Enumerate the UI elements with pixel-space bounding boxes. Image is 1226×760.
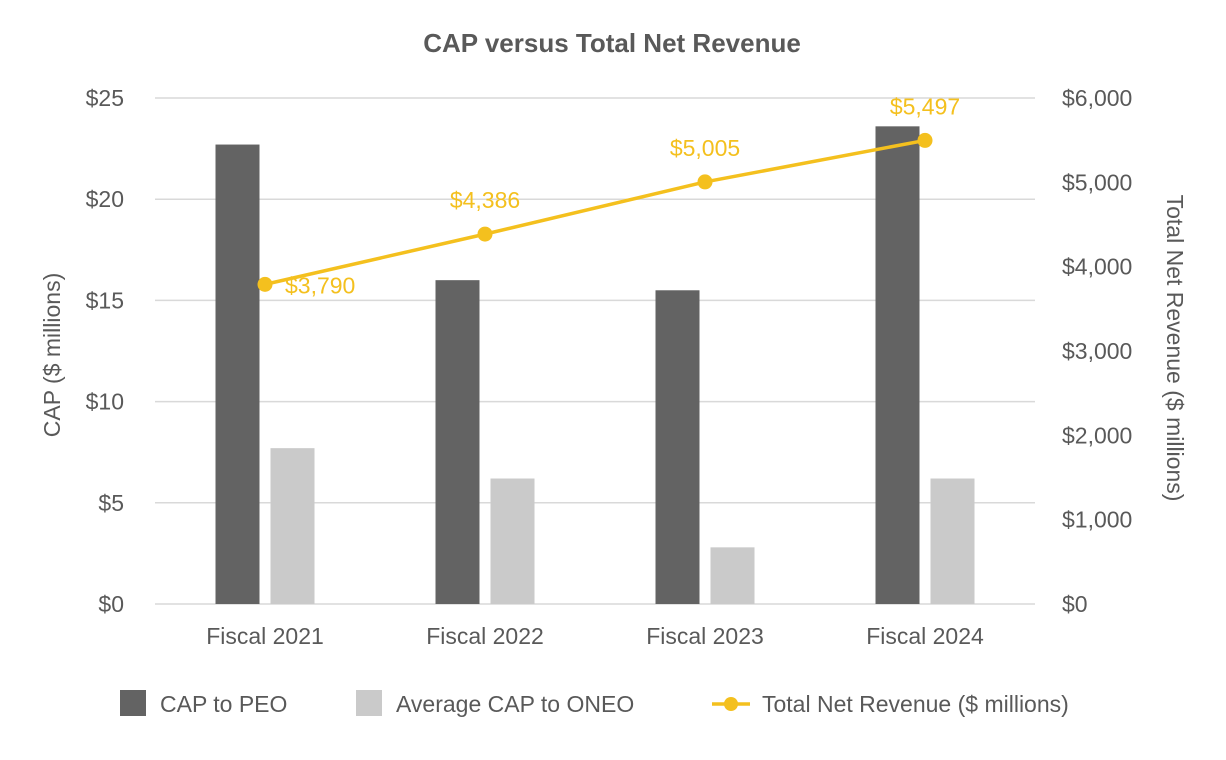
left-axis-title: CAP ($ millions) xyxy=(39,273,65,437)
legend-swatch-marker xyxy=(724,697,738,711)
revenue-data-label: $3,790 xyxy=(285,272,355,298)
x-tick-label: Fiscal 2021 xyxy=(206,623,324,649)
revenue-data-label: $4,386 xyxy=(450,187,520,213)
x-tick-label: Fiscal 2023 xyxy=(646,623,764,649)
bars xyxy=(215,126,975,604)
bar-cap-to-peo xyxy=(875,126,920,604)
bar-average-cap-to-oneo xyxy=(710,547,755,604)
left-tick-label: $15 xyxy=(86,287,124,313)
right-tick-label: $5,000 xyxy=(1062,169,1132,195)
legend-label-average-cap-to-oneo: Average CAP to ONEO xyxy=(396,691,634,717)
left-tick-label: $0 xyxy=(98,591,124,617)
revenue-point xyxy=(697,174,713,190)
bar-cap-to-peo xyxy=(435,280,480,604)
right-tick-label: $1,000 xyxy=(1062,507,1132,533)
right-tick-label: $6,000 xyxy=(1062,85,1132,111)
legend-swatch-cap-to-peo xyxy=(120,690,146,716)
legend-label-cap-to-peo: CAP to PEO xyxy=(160,691,287,717)
bar-cap-to-peo xyxy=(655,290,700,604)
revenue-point xyxy=(917,132,933,148)
x-axis-ticks: Fiscal 2021 Fiscal 2022 Fiscal 2023 Fiscal … xyxy=(206,623,984,649)
left-tick-label: $20 xyxy=(86,186,124,212)
revenue-line-series: $3,790 $4,386 $5,005 $5,497 xyxy=(257,93,960,298)
revenue-point xyxy=(257,276,273,292)
x-tick-label: Fiscal 2022 xyxy=(426,623,544,649)
left-tick-label: $10 xyxy=(86,389,124,415)
legend-swatch-average-cap-to-oneo xyxy=(356,690,382,716)
legend-label-total-net-revenue: Total Net Revenue ($ millions) xyxy=(762,691,1069,717)
right-tick-label: $4,000 xyxy=(1062,254,1132,280)
right-tick-label: $2,000 xyxy=(1062,422,1132,448)
x-tick-label: Fiscal 2024 xyxy=(866,623,984,649)
legend: CAP to PEO Average CAP to ONEO Total Net R… xyxy=(120,690,1069,717)
bar-average-cap-to-oneo xyxy=(930,478,975,604)
revenue-data-label: $5,005 xyxy=(670,135,740,161)
right-axis-title: Total Net Revenue ($ millions) xyxy=(1162,195,1188,502)
bar-average-cap-to-oneo xyxy=(270,448,315,604)
bar-average-cap-to-oneo xyxy=(490,478,535,604)
right-tick-label: $0 xyxy=(1062,591,1088,617)
revenue-data-label: $5,497 xyxy=(890,93,960,119)
revenue-line xyxy=(264,138,926,287)
right-tick-label: $3,000 xyxy=(1062,338,1132,364)
bar-cap-to-peo xyxy=(215,144,260,604)
chart-title: CAP versus Total Net Revenue xyxy=(423,28,801,58)
left-tick-label: $5 xyxy=(98,490,124,516)
left-axis-ticks: $0 $5 $10 $15 $20 $25 xyxy=(86,85,124,617)
right-axis-ticks: $0 $1,000 $2,000 $3,000 $4,000 $5,000 $6,000 xyxy=(1062,85,1132,617)
left-tick-label: $25 xyxy=(86,85,124,111)
revenue-point xyxy=(477,226,493,242)
